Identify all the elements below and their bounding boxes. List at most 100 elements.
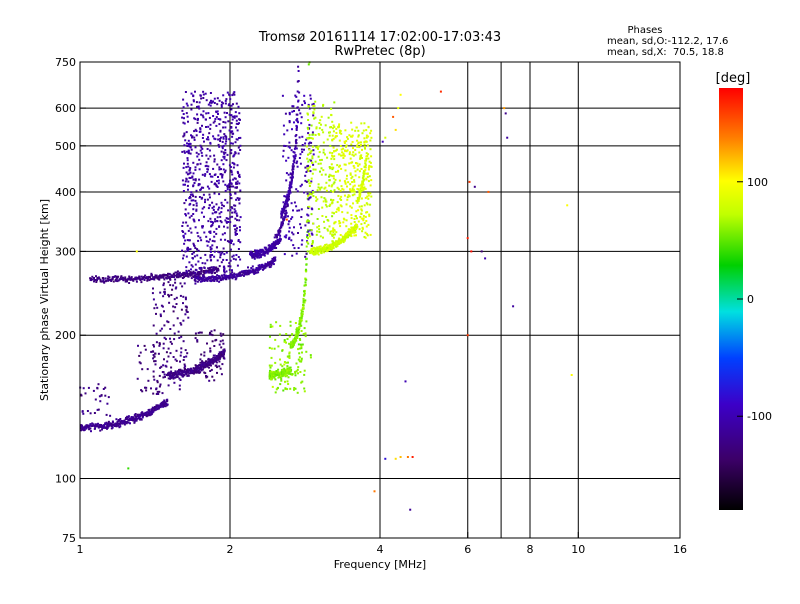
data-point <box>133 414 136 417</box>
data-point <box>311 233 314 236</box>
data-point <box>297 358 300 361</box>
data-point <box>369 184 372 187</box>
data-point <box>254 268 257 271</box>
data-point <box>213 250 216 253</box>
data-point <box>190 273 193 276</box>
data-point <box>220 104 223 106</box>
data-point <box>332 182 335 185</box>
data-point <box>123 420 126 423</box>
data-point <box>93 412 96 414</box>
data-point <box>279 383 282 386</box>
data-point <box>113 275 116 278</box>
data-point <box>259 256 262 259</box>
data-point <box>325 250 328 253</box>
data-point <box>324 203 327 206</box>
data-point <box>183 369 186 372</box>
data-point <box>315 196 317 199</box>
data-point <box>208 268 211 271</box>
data-point <box>211 244 214 247</box>
data-point <box>99 278 102 281</box>
data-point <box>234 228 237 231</box>
data-point <box>93 277 95 279</box>
data-point <box>223 348 226 351</box>
data-point <box>301 135 304 138</box>
data-point <box>183 144 186 147</box>
data-point <box>172 324 175 327</box>
data-point <box>154 276 157 279</box>
data-point <box>287 194 290 197</box>
data-point <box>234 232 237 235</box>
data-point <box>302 304 305 307</box>
data-point <box>158 385 161 388</box>
data-point <box>272 375 275 378</box>
data-point <box>216 110 219 113</box>
data-point <box>216 277 219 280</box>
chart-title: Tromsø 20161114 17:02:00-17:03:43 <box>258 30 501 45</box>
data-point <box>183 374 186 377</box>
data-point <box>238 219 241 222</box>
data-point <box>221 251 224 254</box>
data-point <box>194 364 197 367</box>
data-point <box>330 163 333 166</box>
data-point <box>130 419 133 421</box>
data-point <box>304 174 307 177</box>
data-point <box>185 214 187 217</box>
data-point <box>337 188 340 191</box>
data-point <box>319 159 321 162</box>
data-point <box>305 320 308 323</box>
data-point <box>283 209 286 212</box>
data-point <box>185 309 188 312</box>
data-point <box>303 94 306 97</box>
data-point <box>189 272 191 275</box>
data-point <box>185 255 188 258</box>
data-point <box>169 337 171 340</box>
data-point <box>364 166 366 169</box>
data-point <box>303 387 306 390</box>
data-point <box>89 423 92 426</box>
data-point <box>181 249 184 252</box>
data-point <box>196 119 199 122</box>
data-point <box>181 277 184 279</box>
data-point <box>215 361 218 364</box>
data-point <box>341 151 344 154</box>
x-tick-label: 16 <box>673 543 687 556</box>
data-point <box>273 347 276 350</box>
data-point <box>210 247 213 250</box>
data-point <box>89 412 92 415</box>
data-point <box>350 217 353 220</box>
data-point <box>299 319 302 322</box>
data-point <box>218 145 221 148</box>
data-point <box>353 221 356 223</box>
data-point <box>270 260 273 263</box>
data-point <box>356 139 359 142</box>
data-point <box>247 273 250 276</box>
data-point <box>291 110 294 113</box>
data-point <box>191 135 194 138</box>
data-point <box>228 164 231 167</box>
data-point <box>183 242 186 245</box>
x-tick-label: 2 <box>227 543 234 556</box>
data-point <box>353 234 356 237</box>
data-point <box>163 373 166 376</box>
data-point <box>310 159 313 162</box>
data-point <box>300 381 303 384</box>
data-point <box>280 222 283 225</box>
data-point <box>352 188 355 191</box>
data-point <box>93 280 95 283</box>
data-point <box>218 343 221 346</box>
data-point <box>284 380 286 383</box>
data-point <box>199 331 202 334</box>
data-point <box>285 209 287 212</box>
data-point <box>287 215 289 218</box>
data-point <box>329 203 332 206</box>
data-point <box>307 169 310 172</box>
data-point <box>311 189 314 192</box>
data-point <box>363 122 366 125</box>
data-point <box>331 152 334 154</box>
data-point <box>194 199 197 202</box>
data-point <box>151 274 153 277</box>
data-point <box>106 277 109 280</box>
data-point <box>512 305 515 308</box>
data-point <box>177 330 180 333</box>
data-point <box>117 424 120 427</box>
